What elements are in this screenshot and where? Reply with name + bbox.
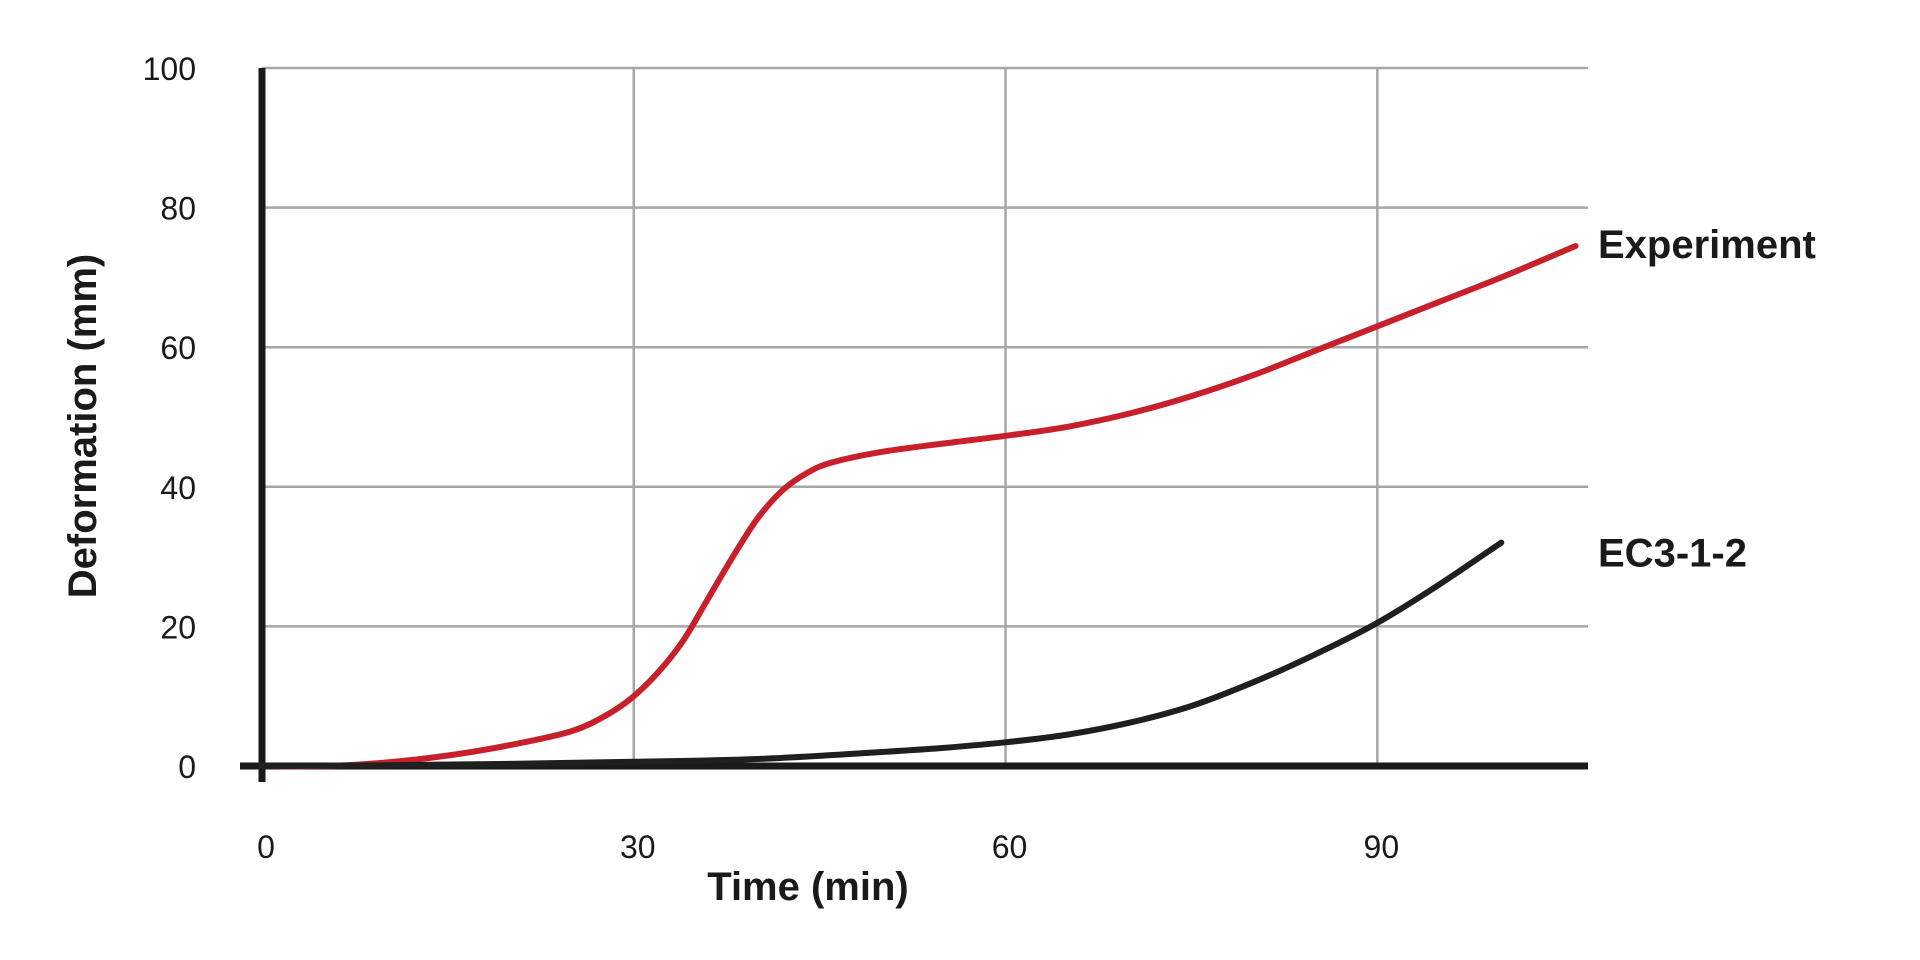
x-tick-label: 60 [992,829,1028,865]
series-line-experiment [259,243,1579,770]
series-label-ec3-1-2: EC3-1-2 [1598,532,1747,576]
series-labels: Experiment EC3-1-2 [1598,223,1816,576]
axes [240,68,1588,782]
x-tick-label: 0 [257,829,275,865]
y-tick-label: 20 [160,609,196,645]
y-tick-label: 0 [178,749,196,785]
y-tick-label: 60 [160,330,196,366]
y-tick-label: 40 [160,470,196,506]
x-tick-label: 90 [1364,829,1400,865]
y-tick-label: 100 [143,51,196,87]
y-tick-label: 80 [160,191,196,227]
grid-lines [262,66,1588,766]
y-axis-title: Deformation (mm) [61,254,105,598]
series-label-experiment: Experiment [1598,223,1816,267]
series-lines [259,243,1579,770]
tick-labels: 0 20 40 60 80 100 0 30 60 90 [143,51,1400,865]
series-line-ec3-1-2 [259,539,1505,769]
x-tick-label: 30 [620,829,656,865]
x-axis-title: Time (min) [707,865,909,909]
